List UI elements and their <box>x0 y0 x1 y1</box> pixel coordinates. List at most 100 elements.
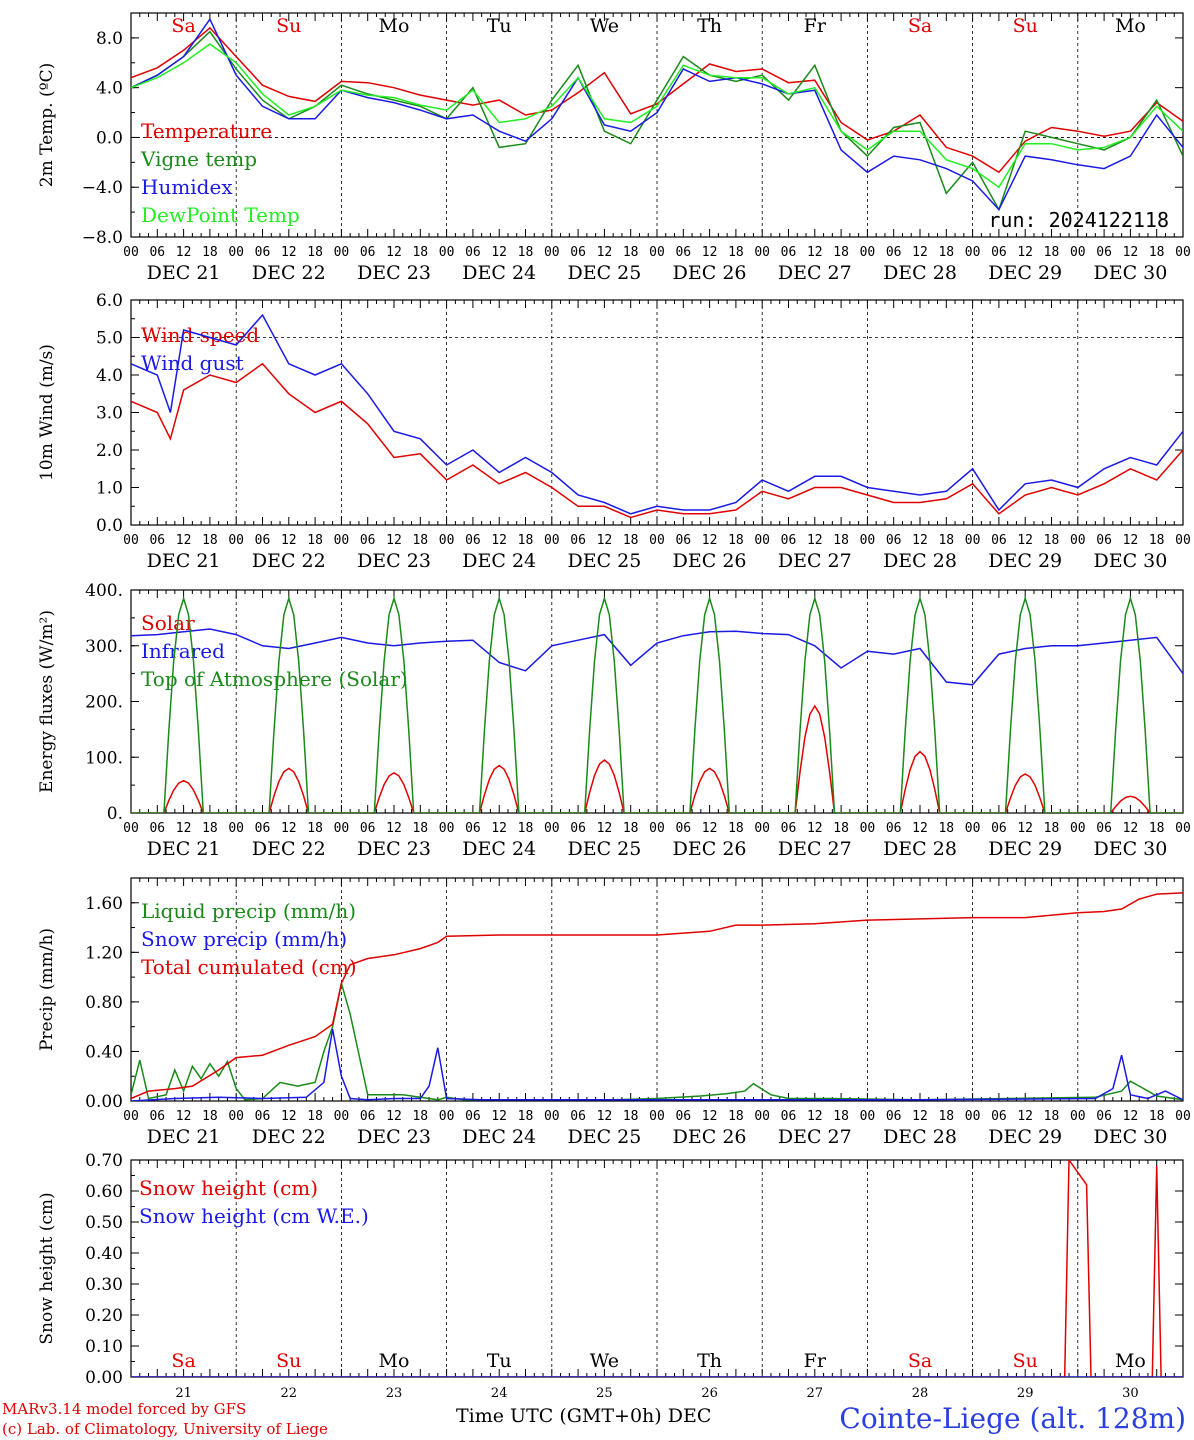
x-hour-label: 12 <box>491 245 507 260</box>
x-date-label: DEC 30 <box>1093 838 1167 860</box>
x-date-label: DEC 29 <box>988 262 1062 284</box>
x-hour-label: 12 <box>386 1109 402 1124</box>
x-hour-label: 00 <box>1175 533 1191 548</box>
weekday-label: We <box>590 1350 619 1372</box>
x-axis-title-text: Time UTC (GMT+0h) <box>456 1405 662 1427</box>
x-date-label: DEC 25 <box>567 838 641 860</box>
x-date-label: DEC 27 <box>778 838 852 860</box>
x-hour-label: 00 <box>649 245 665 260</box>
x-hour-label: 18 <box>1044 533 1060 548</box>
x-day-number: 29 <box>1017 1386 1034 1401</box>
y-tick-label: 1.0 <box>96 479 123 499</box>
x-hour-label: 06 <box>991 533 1007 548</box>
series-line-red <box>131 26 1183 174</box>
x-hour-label: 12 <box>1123 245 1139 260</box>
x-hour-label: 18 <box>833 245 849 260</box>
x-date-label: DEC 26 <box>673 550 747 572</box>
x-date-label: DEC 30 <box>1093 1126 1167 1148</box>
x-hour-label: 00 <box>228 533 244 548</box>
x-date-label: DEC 29 <box>988 550 1062 572</box>
x-hour-label: 12 <box>1123 821 1139 836</box>
series-line-blue <box>131 313 1183 515</box>
weekday-label: Fr <box>804 15 827 37</box>
y-tick-label: 1.20 <box>85 943 123 963</box>
x-hour-label: 18 <box>518 533 534 548</box>
x-hour-label: 00 <box>965 533 981 548</box>
x-hour-label: 00 <box>1070 533 1086 548</box>
x-hour-label: 06 <box>1096 1109 1112 1124</box>
x-hour-label: 12 <box>912 533 928 548</box>
x-hour-label: 00 <box>123 821 139 836</box>
x-hour-label: 12 <box>491 1109 507 1124</box>
x-hour-label: 12 <box>491 533 507 548</box>
y-tick-label: 0.40 <box>85 1042 123 1062</box>
x-date-label: DEC 25 <box>567 1126 641 1148</box>
x-hour-label: 12 <box>176 245 192 260</box>
x-hour-label: 06 <box>781 533 797 548</box>
x-hour-label: 18 <box>1149 821 1165 836</box>
series-line-green <box>131 595 1183 813</box>
x-hour-label: 00 <box>649 1109 665 1124</box>
y-tick-label: 0.50 <box>85 1213 123 1233</box>
y-tick-label: −8.0 <box>82 228 123 248</box>
legend-entry: Vigne temp <box>140 147 257 171</box>
x-hour-label: 12 <box>176 1109 192 1124</box>
x-hour-label: 00 <box>544 533 560 548</box>
x-hour-label: 06 <box>149 533 165 548</box>
x-hour-label: 06 <box>465 533 481 548</box>
y-tick-label: 0.80 <box>85 993 123 1013</box>
x-date-label: DEC 27 <box>778 262 852 284</box>
x-hour-label: 00 <box>754 1109 770 1124</box>
x-hour-label: 18 <box>307 245 323 260</box>
x-hour-label: 18 <box>202 821 218 836</box>
y-tick-label: 0.00 <box>85 1368 123 1388</box>
x-hour-label: 12 <box>386 821 402 836</box>
x-date-label: DEC 24 <box>462 262 536 284</box>
x-hour-label: 12 <box>491 821 507 836</box>
x-date-label: DEC 30 <box>1093 550 1167 572</box>
legend-entry: Total cumulated (cm) <box>141 955 357 979</box>
x-hour-label: 12 <box>1123 533 1139 548</box>
panel-3: 0. 100. 200. 300. 400. Energy fluxes (W/m²) 00… <box>37 581 1191 860</box>
legend-entry: Snow precip (mm/h) <box>141 927 347 951</box>
weekday-label: Mo <box>379 1350 410 1372</box>
legend-entry: Top of Atmosphere (Solar) <box>141 667 408 691</box>
series-line-lime <box>131 43 1183 189</box>
x-date-label: DEC 26 <box>673 262 747 284</box>
y-tick-label: 0.30 <box>85 1275 123 1295</box>
x-hour-label: 18 <box>938 1109 954 1124</box>
series-line-blue <box>131 17 1183 211</box>
x-date-label: DEC 21 <box>147 550 221 572</box>
weekday-label: Tu <box>487 15 512 37</box>
x-hour-label: 12 <box>702 1109 718 1124</box>
x-hour-label: 18 <box>307 821 323 836</box>
x-hour-label: 06 <box>886 821 902 836</box>
x-hour-label: 12 <box>281 245 297 260</box>
x-date-label: DEC 25 <box>567 550 641 572</box>
weekday-label: Sa <box>171 15 195 37</box>
weekday-label: Th <box>697 1350 722 1372</box>
x-hour-label: 00 <box>754 821 770 836</box>
x-hour-label: 00 <box>228 1109 244 1124</box>
x-date-label: DEC 23 <box>357 838 431 860</box>
x-hour-label: 18 <box>623 533 639 548</box>
model-credit: MARv3.14 model forced by GFS <box>2 1400 247 1418</box>
x-hour-label: 06 <box>781 245 797 260</box>
y-tick-label: 0. <box>107 804 123 824</box>
x-hour-label: 06 <box>465 1109 481 1124</box>
x-hour-label: 06 <box>570 821 586 836</box>
x-hour-label: 06 <box>991 821 1007 836</box>
x-hour-label: 18 <box>202 1109 218 1124</box>
x-hour-label: 18 <box>1149 245 1165 260</box>
x-hour-label: 18 <box>1044 1109 1060 1124</box>
weekday-label: Mo <box>1115 1350 1146 1372</box>
x-date-label: DEC 24 <box>462 550 536 572</box>
legend-entry: Humidex <box>141 175 233 199</box>
x-hour-label: 00 <box>1070 245 1086 260</box>
y-tick-label: 0.60 <box>85 1182 123 1202</box>
x-hour-label: 12 <box>702 533 718 548</box>
x-date-label: DEC 21 <box>147 262 221 284</box>
weekday-label: Mo <box>1115 15 1146 37</box>
y-tick-label: 200. <box>85 693 123 713</box>
x-hour-label: 06 <box>675 1109 691 1124</box>
